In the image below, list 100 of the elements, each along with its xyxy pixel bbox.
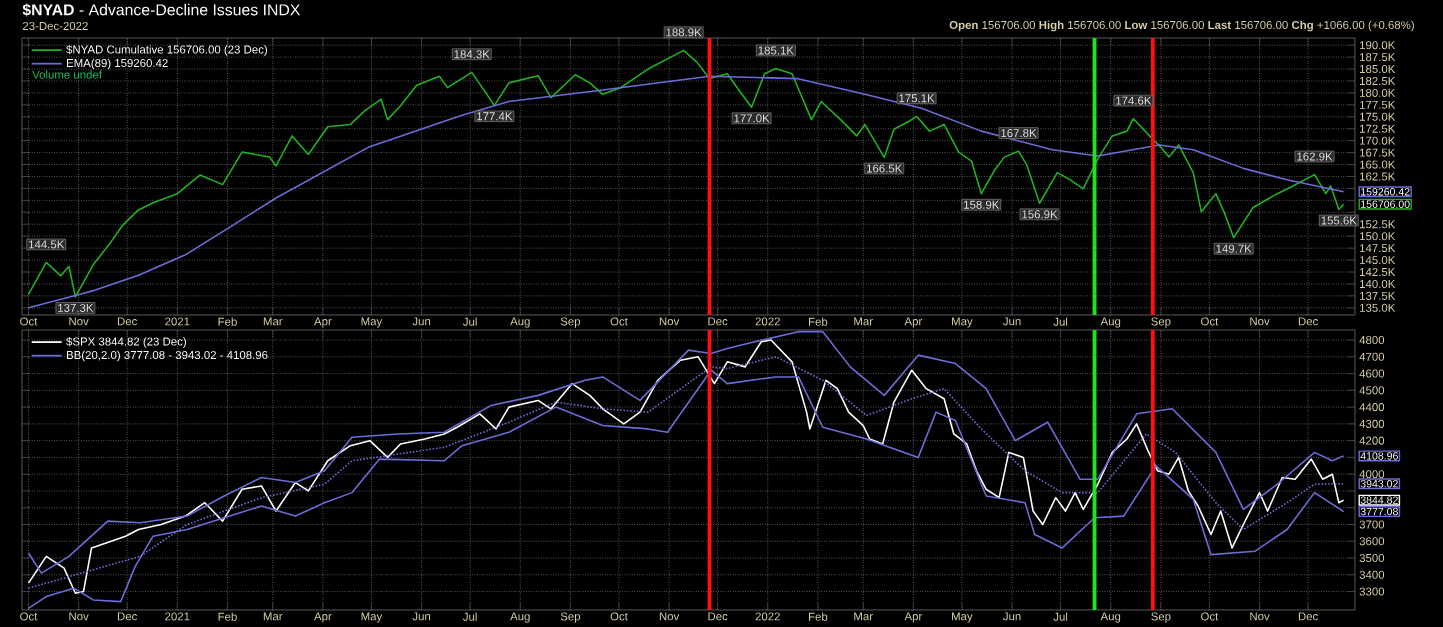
y-tick-label: 152.5K	[1360, 220, 1396, 229]
y-tick-label: 4400	[1359, 403, 1385, 412]
annotation: 185.1K	[758, 46, 794, 55]
annotation: 3777.08	[1360, 507, 1398, 516]
x-tick-label: Feb	[809, 612, 828, 621]
annotation: 144.5K	[29, 240, 65, 249]
y-tick-label: 4500	[1359, 386, 1385, 395]
y-tick-label: 177.5K	[1360, 100, 1396, 109]
annotation: 155.6K	[1321, 216, 1357, 225]
y-tick-label: 3700	[1359, 520, 1385, 529]
x-tick-label: Mar	[263, 317, 283, 326]
x-tick-label: Nov	[69, 317, 89, 326]
x-tick-label: 2022	[755, 612, 780, 621]
y-tick-label: 140.0K	[1360, 279, 1396, 288]
x-tick-label: Nov	[1250, 317, 1270, 326]
x-tick-label: Feb	[218, 612, 237, 621]
x-tick-label: 2021	[165, 317, 190, 326]
y-tick-label: 4700	[1359, 352, 1385, 361]
x-tick-label: Jul	[1053, 612, 1068, 621]
x-tick-label: 2022	[755, 317, 780, 326]
text: Open 156706.00 High 156706.00 Low 156706.00 Last 156706.00 Chg +1066.00 (+0.68%)	[949, 20, 1414, 32]
y-tick-label: 142.5K	[1360, 267, 1396, 277]
x-tick-label: Nov	[69, 612, 89, 621]
x-tick-label: Oct	[1201, 317, 1219, 326]
x-tick-label: Sep	[560, 317, 581, 328]
legend-label: BB(20,2.0) 3777.08 - 3943.02 - 4108.96	[67, 350, 268, 362]
y-tick-label: 4000	[1359, 470, 1385, 479]
x-tick-label: Sep	[560, 612, 581, 623]
x-tick-label: Apr	[904, 612, 923, 623]
x-tick-label: Oct	[610, 317, 628, 326]
annotation: 188.9K	[666, 28, 702, 37]
y-tick-label: 175.0K	[1360, 112, 1396, 121]
x-tick-label: Jun	[412, 612, 431, 621]
y-tick-label: 172.5K	[1360, 124, 1396, 133]
x-tick-label: Oct	[20, 317, 38, 326]
annotation: 158.9K	[964, 200, 1000, 209]
y-tick-label: 4600	[1359, 369, 1385, 378]
y-tick-label: 135.0K	[1360, 303, 1396, 312]
x-tick-label: Jun	[1003, 317, 1021, 326]
annotation: 156.9K	[1022, 210, 1058, 219]
x-tick-label: Aug	[1100, 612, 1121, 623]
y-tick-label: 170.0K	[1360, 136, 1396, 145]
x-tick-label: 2021	[165, 612, 190, 621]
x-tick-label: Jun	[1003, 612, 1021, 621]
y-tick-label: 4200	[1359, 436, 1385, 445]
x-tick-label: May	[361, 317, 383, 328]
annotation: 4108.96	[1360, 452, 1398, 460]
annotation: 177.4K	[477, 112, 513, 121]
annotation: 156706.00	[1361, 200, 1410, 208]
x-tick-label: Dec	[1298, 612, 1318, 621]
x-tick-label: Nov	[1250, 612, 1270, 621]
y-tick-label: 3400	[1359, 570, 1385, 579]
x-tick-label: Nov	[659, 612, 680, 621]
x-tick-label: Feb	[218, 317, 237, 326]
legend-label: $SPX 3844.82 (23 Dec)	[66, 337, 186, 348]
x-tick-label: Oct	[20, 612, 38, 621]
x-tick-label: Aug	[1100, 317, 1121, 328]
y-tick-label: 180.0K	[1360, 88, 1396, 97]
annotation: 175.1K	[899, 94, 935, 103]
x-tick-label: Jul	[1053, 317, 1068, 326]
y-tick-label: 190.0K	[1360, 41, 1396, 50]
x-tick-label: Dec	[117, 317, 137, 326]
y-tick-label: 4300	[1359, 419, 1385, 428]
chart-title: $NYAD - Advance-Decline Issues INDX	[22, 3, 301, 17]
annotation: 174.6K	[1116, 96, 1152, 105]
y-tick-label: 162.5K	[1360, 172, 1396, 181]
y-tick-label: 182.5K	[1360, 76, 1396, 86]
annotation: 3844.82	[1360, 496, 1398, 504]
annotation: 167.8K	[1001, 129, 1037, 138]
x-tick-label: Oct	[1201, 612, 1219, 621]
x-tick-label: Mar	[854, 612, 873, 621]
x-tick-label: Apr	[904, 317, 923, 328]
annotation: 3943.02	[1360, 480, 1398, 488]
x-tick-label: Dec	[117, 612, 137, 621]
annotation: 149.7K	[1216, 244, 1252, 253]
annotation: Volume undef	[32, 70, 102, 79]
legend-label: $NYAD Cumulative 156706.00 (23 Dec)	[66, 45, 267, 56]
y-tick-label: 3500	[1359, 553, 1385, 563]
annotation: 177.0K	[734, 114, 770, 123]
y-tick-label: 4800	[1359, 336, 1385, 345]
x-tick-label: May	[952, 317, 973, 328]
x-tick-label: Sep	[1151, 317, 1171, 328]
annotation: 162.9K	[1297, 152, 1333, 161]
annotation: 159260.42	[1361, 188, 1410, 196]
y-tick-label: 145.0K	[1360, 256, 1396, 265]
annotation: 184.3K	[454, 50, 490, 59]
x-tick-label: Sep	[1151, 612, 1171, 623]
y-tick-label: 187.5K	[1360, 53, 1396, 62]
x-tick-label: Jul	[462, 612, 477, 621]
x-tick-label: Nov	[659, 317, 680, 326]
y-tick-label: 150.0K	[1360, 232, 1396, 241]
x-tick-label: Dec	[1298, 317, 1318, 326]
x-tick-label: Jul	[462, 317, 477, 326]
chart-subtitle: 23-Dec-2022	[22, 21, 88, 31]
y-tick-label: 137.5K	[1360, 291, 1396, 300]
x-tick-label: Mar	[263, 612, 283, 621]
annotation: 137.3K	[58, 303, 94, 312]
y-tick-label: 167.5K	[1360, 148, 1396, 157]
x-tick-label: May	[952, 612, 973, 623]
x-tick-label: Feb	[809, 317, 828, 326]
